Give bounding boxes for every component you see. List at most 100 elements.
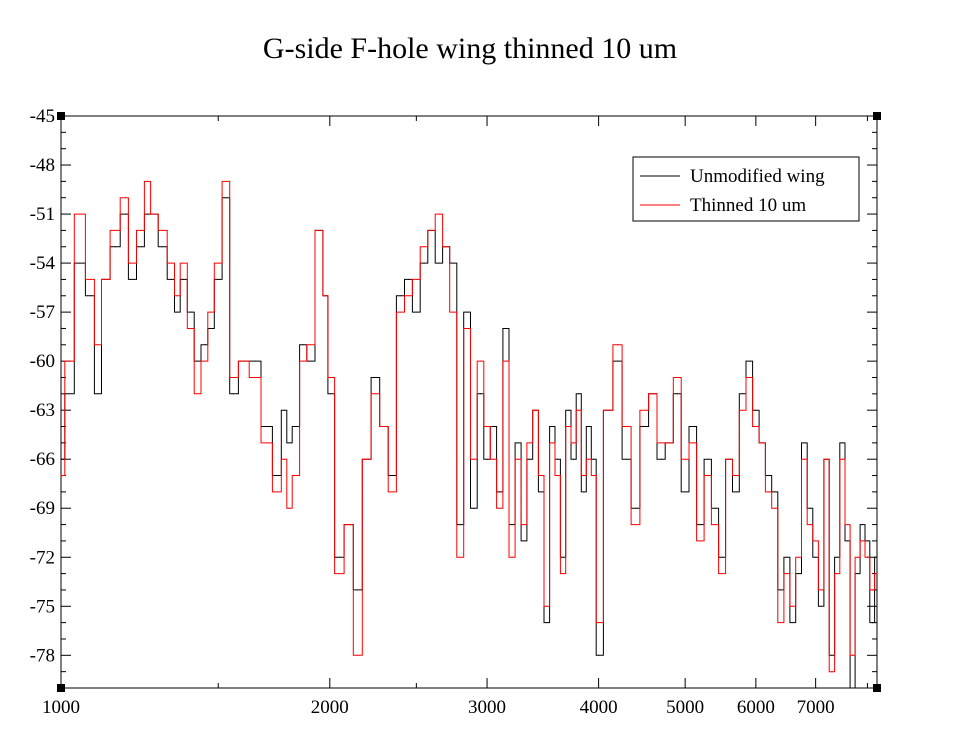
data-point bbox=[721, 556, 723, 558]
data-point bbox=[676, 393, 678, 395]
data-point bbox=[862, 540, 863, 542]
data-point bbox=[204, 360, 206, 362]
corner-handle[interactable] bbox=[873, 684, 881, 692]
data-point bbox=[391, 475, 393, 476]
data-point bbox=[573, 442, 575, 444]
data-point bbox=[578, 393, 580, 395]
data-point bbox=[288, 442, 290, 444]
y-tick-label: -54 bbox=[30, 253, 56, 274]
data-point bbox=[254, 360, 256, 362]
data-point bbox=[473, 507, 475, 509]
data-point bbox=[68, 393, 70, 395]
data-point bbox=[573, 458, 575, 460]
data-point bbox=[294, 475, 296, 476]
data-point bbox=[826, 458, 828, 460]
data-point bbox=[529, 442, 531, 444]
data-point bbox=[755, 409, 757, 411]
data-point bbox=[551, 442, 553, 444]
y-tick-label: -45 bbox=[30, 106, 55, 127]
data-point bbox=[748, 360, 750, 362]
y-tick-label: -63 bbox=[30, 400, 55, 421]
data-point bbox=[593, 475, 595, 476]
data-point bbox=[836, 573, 838, 575]
data-point bbox=[147, 213, 148, 215]
data-point bbox=[288, 507, 290, 509]
data-point bbox=[319, 229, 321, 231]
data-point bbox=[714, 507, 716, 509]
corner-handle[interactable] bbox=[873, 112, 881, 120]
data-point bbox=[162, 229, 164, 231]
data-point bbox=[567, 409, 569, 411]
data-point bbox=[438, 262, 440, 264]
data-point bbox=[707, 458, 709, 460]
data-point bbox=[408, 295, 409, 297]
data-point bbox=[562, 573, 564, 575]
x-tick-label: 6000 bbox=[737, 697, 775, 718]
data-point bbox=[876, 573, 878, 575]
data-point bbox=[209, 311, 211, 313]
data-point bbox=[375, 393, 376, 395]
data-point bbox=[375, 377, 376, 378]
data-point bbox=[329, 377, 331, 378]
data-point bbox=[60, 458, 62, 460]
y-tick-label: -72 bbox=[30, 547, 55, 568]
data-point bbox=[768, 475, 770, 476]
data-point bbox=[871, 589, 873, 591]
data-point bbox=[523, 524, 525, 526]
plot-frame bbox=[60, 115, 878, 689]
data-point bbox=[459, 556, 461, 558]
data-point bbox=[124, 213, 126, 215]
x-tick-label: 5000 bbox=[666, 697, 704, 718]
data-point bbox=[217, 278, 219, 280]
y-tick-label: -69 bbox=[30, 498, 55, 519]
data-point bbox=[466, 311, 468, 313]
data-point bbox=[266, 426, 268, 427]
data-point bbox=[857, 573, 859, 575]
data-point bbox=[423, 262, 425, 264]
data-point bbox=[721, 573, 723, 575]
data-point bbox=[607, 409, 609, 411]
data-point bbox=[557, 475, 559, 476]
data-point bbox=[242, 360, 244, 362]
data-point bbox=[338, 556, 340, 558]
data-point bbox=[162, 246, 164, 248]
data-point bbox=[831, 671, 833, 673]
data-point bbox=[294, 426, 296, 427]
data-point bbox=[511, 524, 513, 526]
data-point bbox=[523, 540, 525, 542]
data-point bbox=[90, 278, 92, 280]
data-point bbox=[459, 524, 461, 526]
data-point bbox=[60, 475, 62, 476]
chart-title: G-side F-hole wing thinned 10 um bbox=[263, 32, 677, 65]
data-point bbox=[660, 442, 662, 444]
data-point bbox=[871, 622, 873, 624]
data-point bbox=[284, 409, 286, 411]
data-point bbox=[191, 328, 192, 329]
data-point bbox=[562, 556, 564, 558]
data-point bbox=[131, 262, 133, 264]
series-lines bbox=[60, 180, 878, 689]
data-point bbox=[742, 409, 744, 411]
data-point bbox=[714, 524, 716, 526]
data-point bbox=[598, 654, 600, 656]
data-point bbox=[309, 360, 311, 362]
legend-label-unmodified: Unmodified wing bbox=[690, 166, 825, 187]
data-point bbox=[225, 180, 227, 182]
corner-handle[interactable] bbox=[57, 684, 65, 692]
data-point bbox=[567, 426, 569, 427]
data-point bbox=[131, 278, 133, 280]
data-point bbox=[529, 458, 531, 460]
data-point bbox=[643, 426, 645, 427]
data-point bbox=[820, 605, 822, 607]
data-point bbox=[511, 556, 513, 558]
corner-handle[interactable] bbox=[57, 112, 65, 120]
data-point bbox=[196, 393, 198, 395]
data-point bbox=[792, 605, 794, 607]
data-point bbox=[857, 556, 859, 558]
data-point bbox=[598, 622, 600, 624]
data-point bbox=[635, 507, 637, 509]
data-point bbox=[309, 344, 311, 346]
data-point bbox=[452, 262, 454, 264]
data-point bbox=[303, 344, 305, 346]
